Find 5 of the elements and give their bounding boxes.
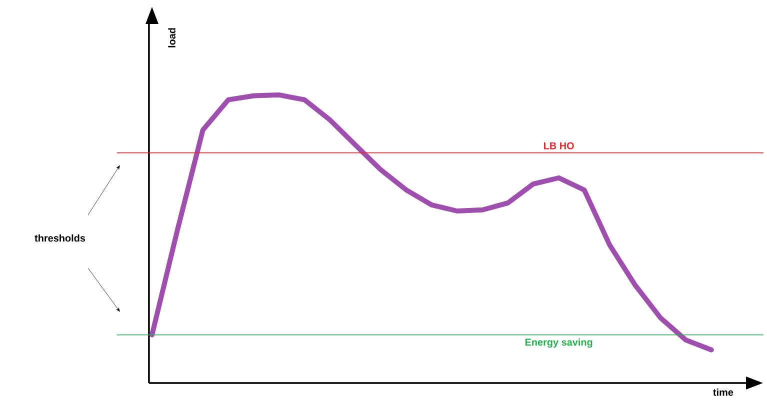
text: thresholds	[34, 234, 86, 242]
y-axis-title: load	[168, 28, 176, 48]
ref-line-label: Energy saving	[525, 338, 592, 348]
ref-line-label: LB HO	[544, 142, 574, 150]
x-axis-title: time	[713, 388, 734, 396]
